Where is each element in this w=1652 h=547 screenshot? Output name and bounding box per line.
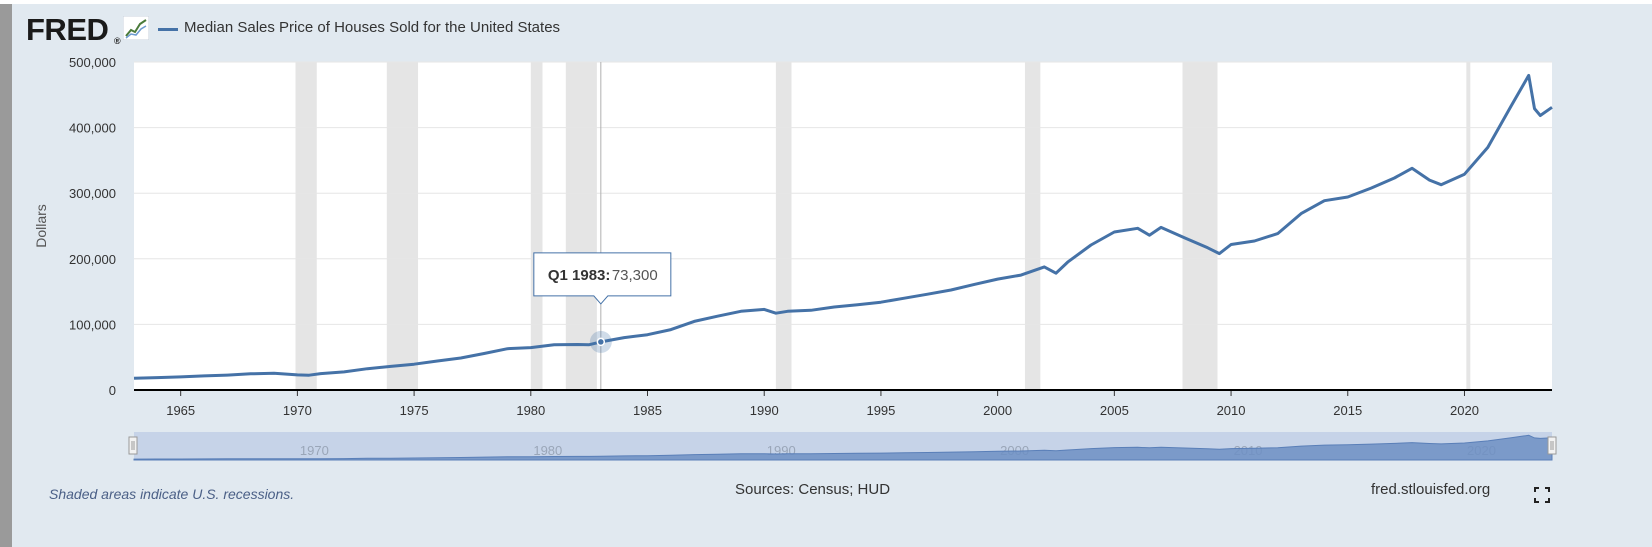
registered-mark: ®: [114, 36, 121, 46]
y-tick-label: 0: [109, 383, 116, 398]
navigator-handle-left[interactable]: [128, 436, 138, 455]
navigator-series-area: [133, 434, 1553, 461]
navigator-handle-right[interactable]: [1547, 436, 1557, 455]
recession-band: [295, 62, 317, 390]
y-tick-label: 500,000: [69, 55, 116, 70]
y-tick-label: 100,000: [69, 317, 116, 332]
recession-band: [565, 62, 597, 390]
grid-lines: [134, 61, 1552, 325]
site-link[interactable]: fred.stlouisfed.org: [1371, 481, 1491, 498]
y-axis-label: Dollars: [33, 204, 49, 248]
x-tick-label: 2000: [983, 403, 1012, 418]
navigator[interactable]: 197019801990200020102020: [128, 432, 1557, 461]
plot-area: [134, 62, 1552, 390]
fred-logo[interactable]: FRED: [26, 12, 109, 47]
x-tick-labels: 1965 1970 1975 1980 1985 1990 1995 2000 2005 2010…: [166, 390, 1479, 418]
y-tick-labels: 0 100,000 200,000 300,000 400,000 500,000: [69, 55, 116, 398]
legend-series-label[interactable]: Median Sales Price of Houses Sold for th…: [184, 19, 561, 36]
x-tick-label: 1995: [866, 403, 895, 418]
recession-note: Shaded areas indicate U.S. recessions.: [49, 486, 295, 502]
legend-series-swatch: [158, 28, 178, 31]
recession-band: [1024, 62, 1041, 390]
recession-band: [1182, 62, 1218, 390]
recession-band: [775, 62, 792, 390]
x-tick-label: 1990: [750, 403, 779, 418]
x-tick-label: 2010: [1217, 403, 1246, 418]
hover-marker: [589, 330, 612, 353]
recession-band: [1466, 62, 1471, 390]
tooltip: Q1 1983: 73,300: [533, 252, 672, 305]
navigator-label: 1970: [300, 443, 329, 458]
tooltip-box: [533, 252, 672, 305]
tooltip-label: Q1 1983:: [548, 267, 611, 284]
navigator-label: 1980: [533, 443, 562, 458]
recession-band: [530, 62, 543, 390]
x-tick-label: 2015: [1333, 403, 1362, 418]
recession-bands: [295, 62, 1471, 390]
x-tick-label: 1970: [283, 403, 312, 418]
x-tick-label: 2005: [1100, 403, 1129, 418]
hover-point: [596, 337, 606, 347]
x-tick-label: 1975: [400, 403, 429, 418]
top-strip: [0, 0, 1652, 4]
x-tick-label: 2020: [1450, 403, 1479, 418]
y-tick-label: 300,000: [69, 186, 116, 201]
x-tick-label: 1965: [166, 403, 195, 418]
x-tick-label: 1985: [633, 403, 662, 418]
y-tick-label: 400,000: [69, 121, 116, 136]
tooltip-value: 73,300: [612, 267, 658, 284]
fullscreen-icon[interactable]: [1534, 487, 1550, 503]
sources-text: Sources: Census; HUD: [735, 481, 891, 498]
recession-band: [386, 62, 419, 390]
line-graph-icon: [123, 16, 149, 40]
y-tick-label: 200,000: [69, 252, 116, 267]
series-line[interactable]: [133, 73, 1553, 380]
x-tick-label: 1980: [516, 403, 545, 418]
